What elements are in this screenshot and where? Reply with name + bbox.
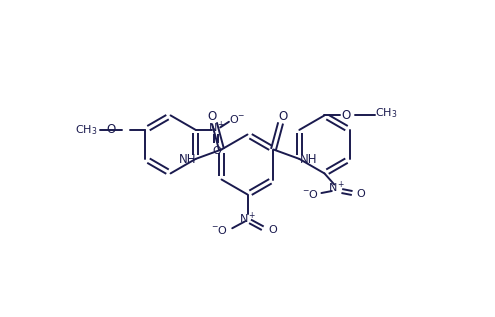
Text: $^\mathregular{-}$O: $^\mathregular{-}$O [211, 224, 228, 236]
Text: $\mathregular{N^+}$: $\mathregular{N^+}$ [207, 119, 225, 134]
Text: O: O [356, 189, 365, 199]
Text: O: O [106, 123, 116, 136]
Text: O: O [268, 225, 277, 235]
Text: O$^\mathregular{-}$: O$^\mathregular{-}$ [229, 113, 246, 125]
Text: O: O [279, 110, 288, 123]
Text: O: O [212, 146, 221, 156]
Text: $\mathregular{N^+}$: $\mathregular{N^+}$ [328, 180, 346, 195]
Text: O: O [207, 110, 216, 123]
Text: NH: NH [178, 153, 196, 166]
Text: $^\mathregular{-}$O: $^\mathregular{-}$O [302, 188, 319, 200]
Text: O: O [342, 109, 351, 122]
Text: CH$_3$: CH$_3$ [375, 106, 397, 120]
Text: $\mathregular{N^+}$: $\mathregular{N^+}$ [239, 210, 256, 225]
Text: NH: NH [299, 153, 317, 166]
Text: CH$_3$: CH$_3$ [75, 123, 98, 137]
